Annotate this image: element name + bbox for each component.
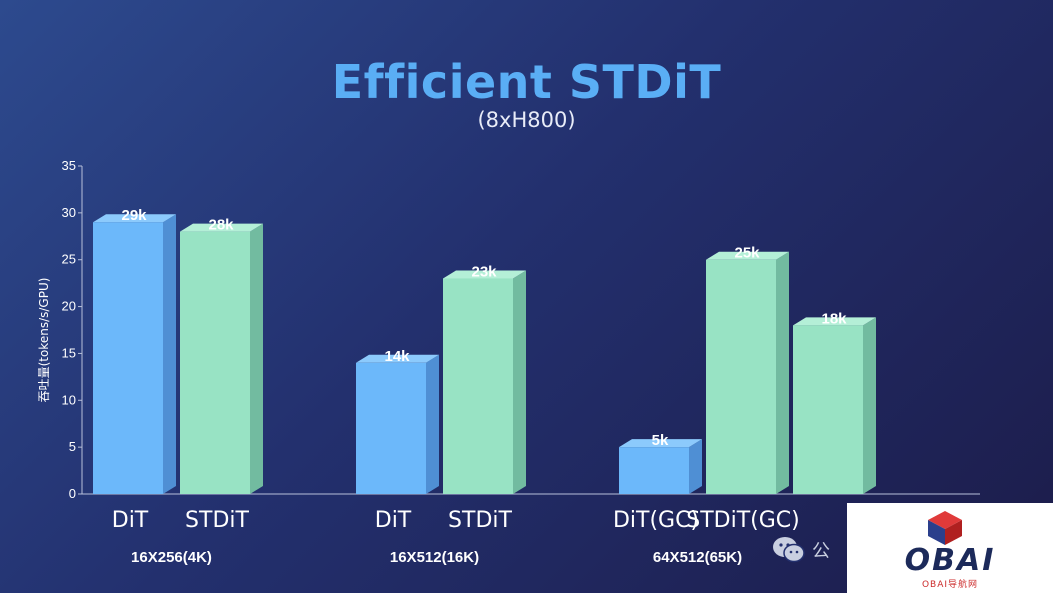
y-tick-label: 0 bbox=[69, 486, 76, 501]
bar-side bbox=[163, 214, 176, 494]
data-label: 29k bbox=[121, 207, 147, 224]
bar bbox=[619, 447, 689, 494]
y-axis-label: 吞吐量(tokens/s/GPU) bbox=[37, 278, 51, 403]
bar-top bbox=[356, 354, 439, 363]
bar bbox=[706, 259, 776, 494]
bar-top bbox=[93, 214, 176, 223]
y-tick-label: 35 bbox=[62, 158, 76, 173]
bars bbox=[93, 214, 876, 494]
bar-side bbox=[863, 317, 876, 494]
watermark: 公 bbox=[772, 532, 830, 568]
bar-side bbox=[776, 251, 789, 494]
bar bbox=[793, 325, 863, 494]
y-tick-label: 30 bbox=[62, 205, 76, 220]
bar-top bbox=[706, 251, 789, 260]
bar-label: DiT(GC) bbox=[613, 508, 699, 533]
data-label: 23k bbox=[471, 263, 497, 280]
chart-subtitle: (8xH800) bbox=[477, 108, 576, 132]
data-label: 14k bbox=[384, 348, 410, 365]
logo-text: OBAI bbox=[904, 543, 996, 578]
bar bbox=[93, 222, 163, 494]
bar-top bbox=[793, 317, 876, 326]
bar bbox=[443, 278, 513, 494]
bar-label: STDiT bbox=[185, 508, 249, 533]
data-label: 18k bbox=[821, 310, 847, 327]
labels: 29k DiT 28k STDiT 16X256(4K) 14k DiT 23k STDiT 16… bbox=[112, 207, 847, 566]
y-tick-label: 25 bbox=[62, 252, 76, 267]
data-label: 25k bbox=[734, 245, 760, 262]
bar-side bbox=[250, 223, 263, 494]
chart-title: Efficient STDiT bbox=[331, 55, 722, 109]
group-label: 64X512(65K) bbox=[653, 549, 742, 566]
y-tick-label: 10 bbox=[62, 392, 76, 407]
logo-subtext: OBAI导航网 bbox=[921, 580, 979, 590]
bar-top bbox=[443, 270, 526, 279]
cube-icon bbox=[928, 511, 962, 545]
bar-label: STDiT(GC) bbox=[686, 508, 799, 533]
data-label: 5k bbox=[652, 432, 669, 449]
bar-label: DiT bbox=[375, 508, 412, 533]
bar bbox=[180, 231, 250, 494]
bar-label: DiT bbox=[112, 508, 149, 533]
bar-side bbox=[513, 270, 526, 494]
bar-side bbox=[689, 439, 702, 494]
wechat-icon bbox=[773, 537, 805, 563]
bar-side bbox=[426, 354, 439, 494]
group-label: 16X256(4K) bbox=[131, 549, 212, 566]
bar-label: STDiT bbox=[448, 508, 512, 533]
y-tick-label: 5 bbox=[69, 439, 76, 454]
data-label: 28k bbox=[208, 217, 234, 234]
group-label: 16X512(16K) bbox=[390, 549, 479, 566]
bar bbox=[356, 362, 426, 494]
logo: OBAI OBAI导航网 bbox=[847, 503, 1053, 593]
y-tick-label: 20 bbox=[62, 299, 76, 314]
y-axis: 0 5 10 15 20 25 30 35 吞吐量(tokens/s/GPU) bbox=[37, 158, 980, 501]
watermark-text: 公 bbox=[812, 541, 830, 562]
bar-top bbox=[619, 439, 702, 448]
bar-top bbox=[180, 223, 263, 232]
y-tick-label: 15 bbox=[62, 345, 76, 360]
